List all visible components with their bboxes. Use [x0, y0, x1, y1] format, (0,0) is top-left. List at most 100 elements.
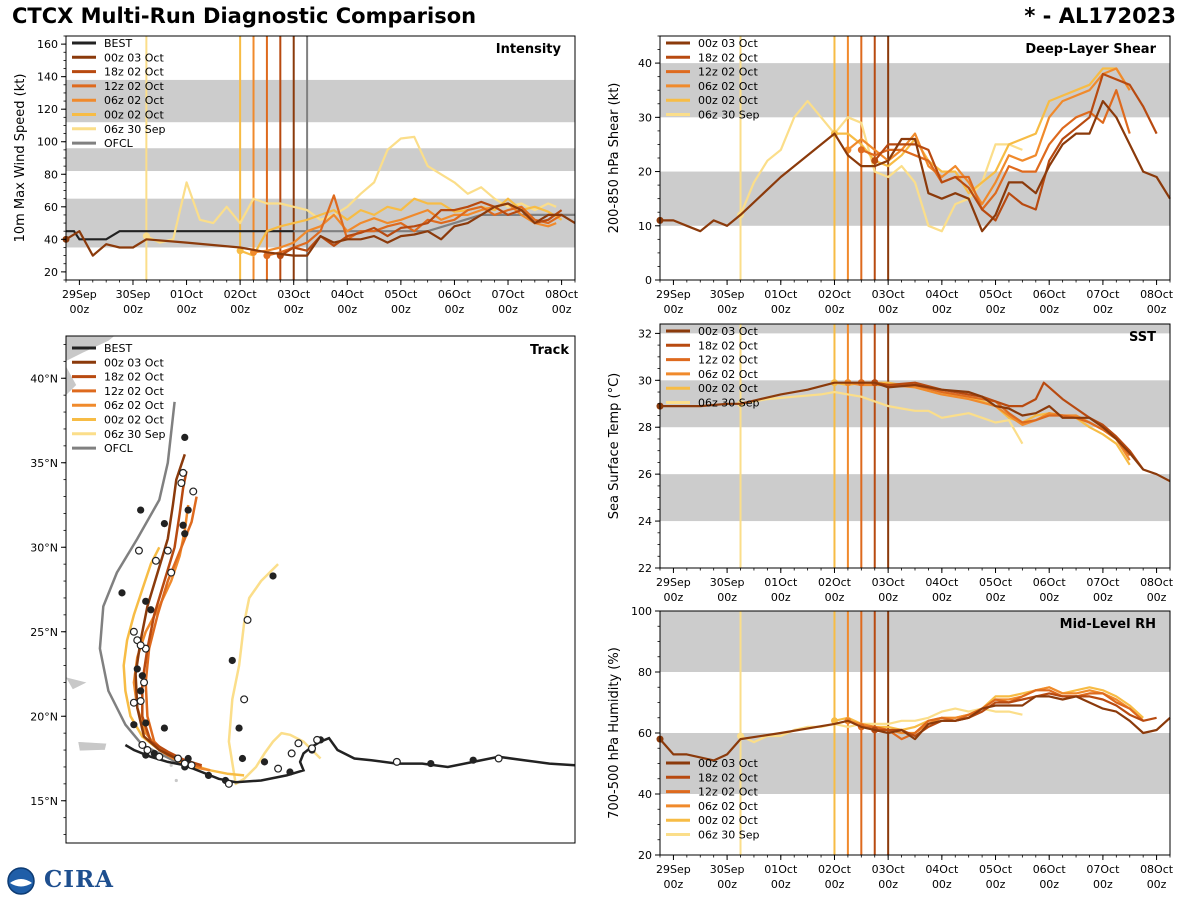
sst-xtick-label: 00z: [1147, 591, 1167, 604]
land-turks-caicos: [66, 677, 87, 690]
track-lat-label: 35°N: [30, 457, 58, 470]
intensity-xtick-label: 02Oct: [224, 288, 258, 301]
rh-xtick-label: 00z: [664, 878, 684, 891]
track-marker-open: [155, 752, 164, 761]
intensity-band: [66, 79, 575, 123]
track-series-line: [132, 504, 211, 772]
rh-xtick-label: 07Oct: [1086, 863, 1120, 876]
shear-xtick-label: 05Oct: [979, 288, 1013, 301]
intensity-series-line: [145, 135, 557, 244]
intensity-legend-label: 00z 02 Oct: [104, 109, 164, 122]
sst-legend-label: 00z 02 Oct: [698, 382, 758, 395]
track-map-layer: [66, 336, 575, 788]
shear-xtick-label: 03Oct: [872, 288, 906, 301]
shear-band: [660, 63, 1170, 118]
shear-xtick-label: 00z: [771, 303, 791, 316]
track-marker-open: [129, 698, 138, 707]
sst-xtick-label: 00z: [986, 591, 1006, 604]
track-marker-filled: [147, 606, 155, 614]
track-marker-filled: [260, 758, 269, 766]
sst-series-line: [740, 390, 1024, 445]
sst-ytick-label: 30: [638, 374, 652, 387]
shear-ytick-label: 20: [638, 166, 652, 179]
rh-series-line: [740, 707, 1023, 744]
rh-xtick-label: 01Oct: [764, 863, 798, 876]
sst-legend-label: 18z 02 Oct: [698, 339, 758, 352]
noaa-emblem-icon: [7, 867, 35, 895]
intensity-xtick-label: 05Oct: [384, 288, 418, 301]
track-marker-filled: [142, 719, 150, 727]
track-marker-filled: [427, 759, 435, 768]
rh-xtick-label: 05Oct: [979, 863, 1013, 876]
sst-xtick-label: 00z: [932, 591, 952, 604]
intensity-xtick-label: 08Oct: [545, 288, 579, 301]
rh-xtick-label: 00z: [986, 878, 1006, 891]
track-marker-open: [274, 764, 283, 773]
track-marker-filled: [235, 724, 243, 732]
rh-xtick-label: 04Oct: [925, 863, 959, 876]
sst-ytick-label: 32: [638, 327, 652, 340]
land-antigua: [169, 763, 173, 767]
rh-ytick-label: 100: [631, 605, 652, 618]
shear-xtick-label: 08Oct: [1140, 288, 1174, 301]
intensity-xtick-label: 00z: [177, 303, 197, 316]
land-east-coast: [66, 366, 77, 396]
track-marker-open: [189, 487, 198, 496]
track-marker-open: [136, 697, 145, 706]
rh-series-line: [861, 689, 1144, 741]
track-legend-label: 12z 02 Oct: [104, 385, 164, 398]
track-lat-label: 15°N: [30, 795, 58, 808]
track-marker-open: [187, 761, 196, 770]
track-legend-label: 18z 02 Oct: [104, 371, 164, 384]
intensity-series-start-marker: [263, 252, 271, 260]
track-lat-label: 25°N: [30, 626, 58, 639]
shear-legend-label: 00z 02 Oct: [698, 94, 758, 107]
sst-series-line: [660, 381, 1171, 483]
sst-xtick-label: 00z: [825, 591, 845, 604]
track-legend-label: 06z 30 Sep: [104, 428, 166, 441]
rh-legend-label: 06z 02 Oct: [698, 800, 758, 813]
shear-xtick-label: 04Oct: [925, 288, 959, 301]
track-marker-open: [167, 568, 176, 577]
intensity-legend-label: 00z 03 Oct: [104, 51, 164, 64]
shear-panel: 0 10 20 30 40 29Sep 00z 30Sep 00z 01Oct 00z 02Oct 00…: [607, 35, 1174, 316]
intensity-ytick-label: 80: [44, 168, 58, 181]
shear-series-line: [834, 67, 1131, 195]
rh-xtick-label: 00z: [932, 878, 952, 891]
shear-ytick-label: 0: [645, 274, 652, 287]
shear-xtick-label: 00z: [1147, 303, 1167, 316]
shear-ylabel: 200-850 hPa Shear (kt): [607, 83, 622, 234]
track-lat-label: 20°N: [30, 710, 58, 723]
shear-legend-label: 18z 02 Oct: [698, 51, 758, 64]
sst-xtick-label: 00z: [771, 591, 791, 604]
intensity-xtick-label: 04Oct: [331, 288, 365, 301]
rh-xtick-label: 29Sep: [656, 863, 691, 876]
track-marker-open: [151, 556, 160, 565]
shear-legend-label: 06z 02 Oct: [698, 80, 758, 93]
sst-xtick-label: 03Oct: [872, 576, 906, 589]
shear-xtick-label: 00z: [932, 303, 952, 316]
track-marker-open: [163, 546, 172, 555]
track-marker-open: [494, 754, 503, 763]
intensity-legend-label: OFCL: [104, 137, 134, 150]
track-marker-open: [136, 641, 145, 650]
track-marker-filled: [138, 672, 146, 680]
land-puerto-rico: [77, 741, 108, 752]
intensity-legend-label: 06z 30 Sep: [104, 123, 166, 136]
track-marker-open: [143, 746, 152, 755]
track-marker-open: [138, 740, 147, 749]
sst-xtick-label: 00z: [878, 591, 898, 604]
track-series-line: [144, 496, 203, 769]
intensity-xtick-label: 00z: [230, 303, 250, 316]
track-marker-open: [134, 546, 143, 555]
track-marker-filled: [130, 721, 138, 729]
intensity-xtick-label: 01Oct: [170, 288, 204, 301]
rh-xtick-label: 08Oct: [1140, 863, 1174, 876]
sst-ytick-label: 22: [638, 562, 652, 575]
track-marker-open: [294, 739, 303, 748]
intensity-xtick-label: 00z: [337, 303, 357, 316]
track-marker-open: [173, 754, 182, 763]
rh-ytick-label: 60: [638, 727, 652, 740]
intensity-series-start-marker: [142, 232, 150, 240]
intensity-series-line: [279, 200, 563, 257]
